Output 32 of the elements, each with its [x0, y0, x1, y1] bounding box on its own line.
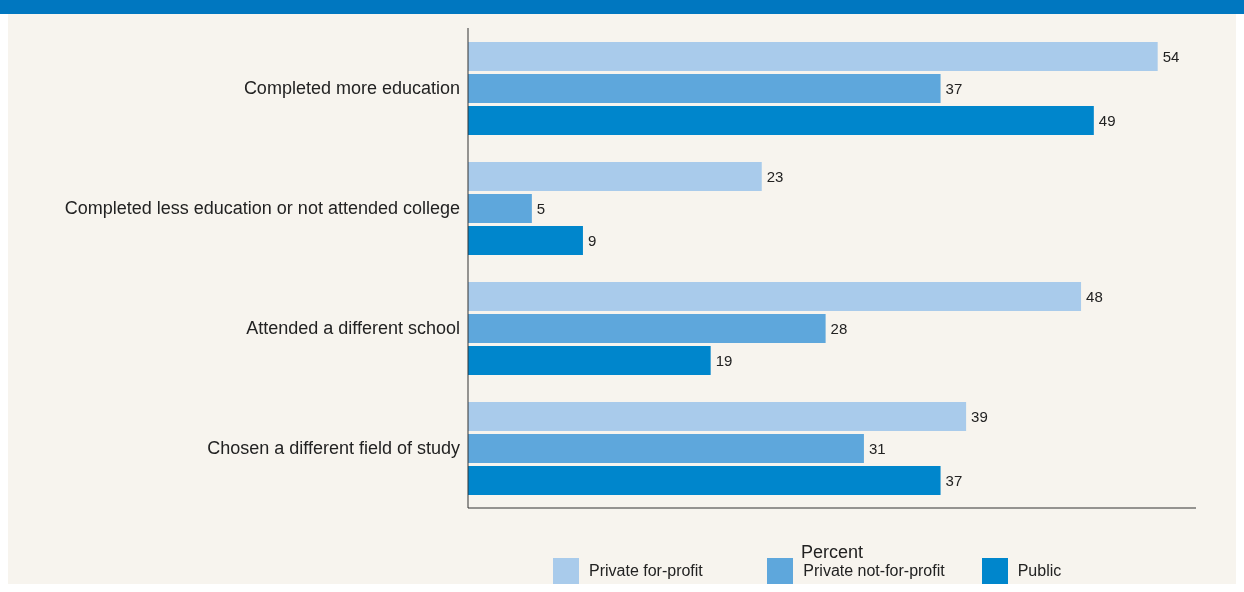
- bar: [468, 402, 967, 431]
- bar: [468, 106, 1094, 135]
- data-label: 5: [536, 199, 546, 217]
- legend-label: Private for-profit: [589, 562, 703, 580]
- data-label: 37: [945, 79, 963, 97]
- bar: [468, 162, 762, 191]
- bar: [468, 282, 1082, 311]
- data-label: 49: [1098, 111, 1116, 129]
- bar: [468, 434, 864, 463]
- data-label: 9: [587, 231, 597, 249]
- legend-label: Private not-for-profit: [803, 562, 945, 580]
- bar: [468, 346, 711, 375]
- data-label: 19: [715, 351, 733, 369]
- y-tick-label: Chosen a different field of study: [207, 438, 460, 459]
- bar: [468, 42, 1158, 71]
- y-tick-label: Attended a different school: [246, 318, 460, 339]
- y-tick-label: Completed less education or not attended college: [64, 198, 460, 219]
- bar: [468, 314, 826, 343]
- bar: [468, 226, 583, 255]
- data-label: 23: [766, 167, 784, 185]
- bar: [468, 74, 941, 103]
- data-label: 28: [830, 319, 848, 337]
- data-label: 54: [1162, 47, 1180, 65]
- data-label: 31: [868, 439, 886, 457]
- bar: [468, 466, 941, 495]
- data-label: 37: [945, 471, 963, 489]
- y-tick-label: Completed more education: [243, 78, 460, 99]
- data-label: 48: [1086, 287, 1103, 305]
- bar: [468, 194, 532, 223]
- legend-label: Public: [1017, 562, 1062, 580]
- x-axis-title: Percent: [800, 542, 864, 562]
- data-label: 39: [971, 407, 988, 425]
